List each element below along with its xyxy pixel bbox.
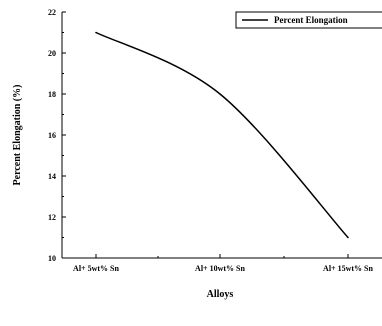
y-tick-label: 22 — [48, 8, 56, 17]
legend-box — [235, 11, 382, 29]
x-axis-title: Alloys — [207, 289, 234, 300]
y-tick-label: 14 — [48, 172, 56, 181]
data-point — [347, 236, 349, 239]
y-axis-ticks: 10 12 14 16 18 20 22 — [48, 8, 66, 263]
legend-label: Percent Elongation — [274, 15, 348, 25]
y-tick-label: 20 — [48, 49, 56, 58]
y-tick-label: 12 — [48, 213, 56, 222]
x-tick-label: Al+ 5wt% Sn — [73, 264, 119, 273]
series-line — [95, 31, 349, 238]
x-tick-label: Al+ 10wt% Sn — [195, 264, 245, 273]
y-tick-label: 18 — [48, 90, 56, 99]
data-point — [219, 93, 221, 95]
data-point — [95, 31, 97, 34]
legend: Percent Elongation — [235, 11, 382, 29]
y-tick-label: 16 — [48, 131, 56, 140]
series-layer — [95, 31, 349, 239]
x-axis-ticks: Al+ 5wt% Sn Al+ 10wt% Sn Al+ 15wt% Sn — [73, 254, 373, 273]
y-tick-label: 10 — [48, 254, 56, 263]
y-axis-title: Percent Elongation (%) — [12, 85, 23, 186]
x-tick-label: Al+ 15wt% Sn — [323, 264, 373, 273]
